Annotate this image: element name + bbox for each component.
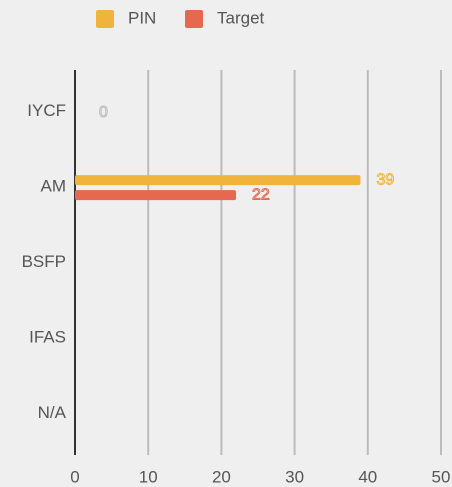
data-label: 39 — [376, 171, 394, 188]
bar — [75, 175, 361, 186]
y-tick-label: AM — [41, 177, 67, 196]
x-tick-label: 40 — [358, 467, 377, 486]
y-tick-label: IYCF — [27, 101, 66, 120]
bar — [75, 190, 237, 201]
legend-label: PIN — [128, 8, 156, 27]
x-tick-label: 10 — [139, 467, 158, 486]
data-label: 0 — [99, 104, 108, 121]
y-tick-label: BSFP — [22, 252, 66, 271]
x-tick-label: 0 — [70, 467, 79, 486]
legend-swatch — [96, 10, 114, 28]
data-label: 22 — [252, 186, 270, 203]
x-tick-label: 20 — [212, 467, 231, 486]
y-tick-label: IFAS — [29, 327, 66, 346]
legend-label: Target — [217, 8, 265, 27]
legend-swatch — [185, 10, 203, 28]
y-tick-label: N/A — [38, 403, 67, 422]
x-tick-label: 30 — [285, 467, 304, 486]
x-tick-label: 50 — [432, 467, 451, 486]
